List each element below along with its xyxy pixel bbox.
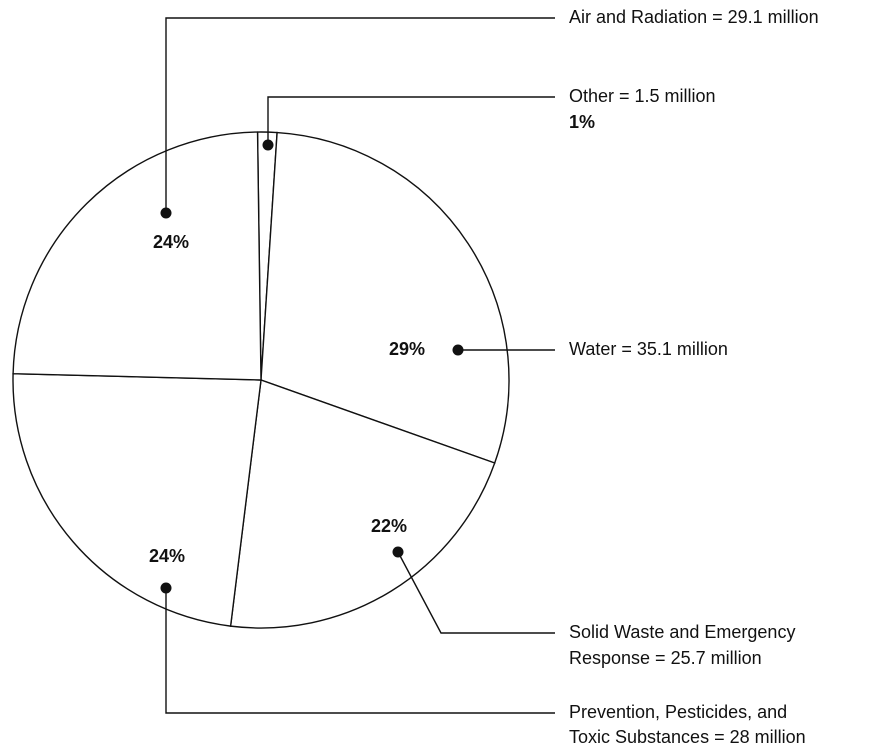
percent-label: 1% <box>569 112 595 132</box>
percent-label: 29% <box>389 339 425 359</box>
slice-label: Prevention, Pesticides, and <box>569 702 787 722</box>
leader-dot <box>452 344 464 356</box>
pie-slice <box>12 131 262 381</box>
pie-slice <box>12 372 262 627</box>
leader-dot <box>392 546 404 558</box>
slice-label: Other = 1.5 million <box>569 86 716 106</box>
pie-slice <box>229 379 496 629</box>
percent-label: 24% <box>153 232 189 252</box>
leader-dot <box>262 139 274 151</box>
slice-label: Air and Radiation = 29.1 million <box>569 7 819 27</box>
leader-line <box>267 96 555 145</box>
leader-line <box>165 588 555 714</box>
slice-label: Response = 25.7 million <box>569 648 762 668</box>
leader-line <box>165 17 555 213</box>
slice-label: Water = 35.1 million <box>569 339 728 359</box>
slice-label: Solid Waste and Emergency <box>569 622 795 642</box>
leader-dot <box>160 582 172 594</box>
leader-line <box>397 551 555 634</box>
percent-label: 24% <box>149 546 185 566</box>
percent-label: 22% <box>371 516 407 536</box>
pie-slice <box>260 131 510 464</box>
leader-dot <box>160 207 172 219</box>
slice-label: Toxic Substances = 28 million <box>569 727 806 747</box>
